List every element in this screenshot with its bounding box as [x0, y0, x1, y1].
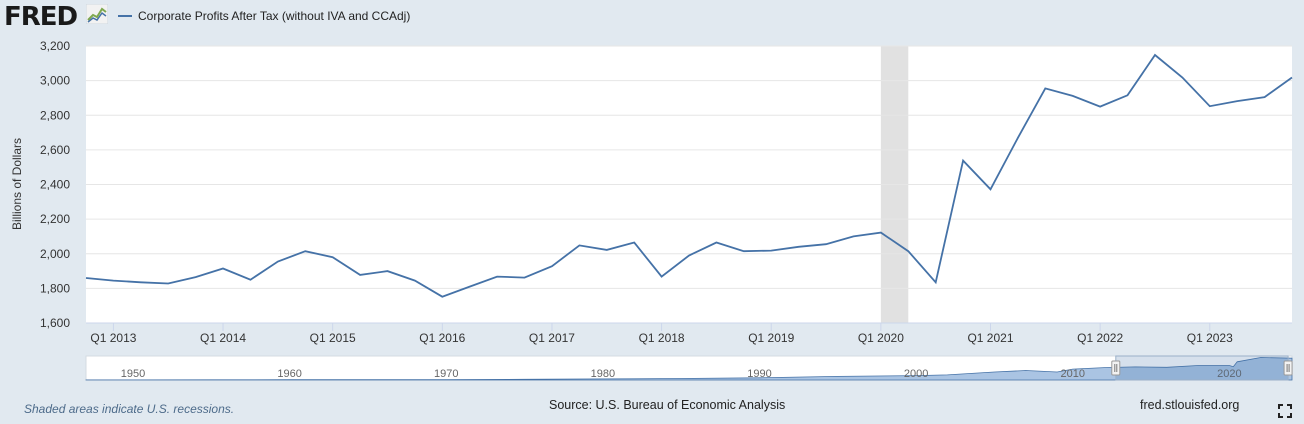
x-tick-label: Q1 2022 — [1077, 331, 1123, 345]
navigator-tick-label: 1950 — [121, 368, 145, 380]
navigator-tick-label: 1960 — [277, 368, 301, 380]
navigator-tick-label: 2010 — [1060, 368, 1084, 380]
fullscreen-icon[interactable] — [1278, 404, 1292, 418]
x-tick-label: Q1 2023 — [1187, 331, 1233, 345]
navigator-left-handle[interactable] — [1111, 360, 1121, 376]
navigator-tick-label: 2020 — [1217, 368, 1241, 380]
x-tick-label: Q1 2013 — [90, 331, 136, 345]
legend-line-swatch — [118, 14, 132, 17]
y-tick-label: 2,400 — [40, 178, 70, 192]
series-legend[interactable]: Corporate Profits After Tax (without IVA… — [118, 9, 410, 23]
x-tick-label: Q1 2019 — [748, 331, 794, 345]
y-tick-label: 2,600 — [40, 143, 70, 157]
y-tick-label: 2,000 — [40, 247, 70, 261]
y-tick-label: 3,200 — [40, 39, 70, 53]
range-navigator[interactable]: 1950 1960 1970 1980 1990 2000 2010 2020 — [85, 355, 1293, 381]
navigator-tick-label: 1990 — [747, 368, 771, 380]
series-line — [85, 53, 1293, 298]
navigator-series-area — [85, 357, 1293, 381]
x-tick-label: Q1 2016 — [419, 331, 465, 345]
x-tick-label: Q1 2015 — [310, 331, 356, 345]
fred-logo[interactable]: FRED — [4, 2, 78, 32]
navigator-selected-range[interactable] — [1115, 355, 1289, 381]
navigator-tick-label: 1980 — [591, 368, 615, 380]
chart-header: FRED Corporate Profits After Tax (withou… — [0, 0, 1304, 36]
y-tick-label: 1,600 — [40, 316, 70, 330]
y-tick-label: 3,000 — [40, 74, 70, 88]
y-tick-label: 1,800 — [40, 281, 70, 295]
navigator-tick-label: 1970 — [434, 368, 458, 380]
source-text: Source: U.S. Bureau of Economic Analysis — [549, 398, 786, 412]
y-tick-label: 2,200 — [40, 212, 70, 226]
fred-url-link[interactable]: fred.stlouisfed.org — [1140, 398, 1240, 412]
x-tick-label: Q1 2017 — [529, 331, 575, 345]
fred-logo-chart-icon — [86, 4, 108, 24]
y-axis-label: Billions of Dollars — [10, 138, 24, 230]
navigator-right-handle[interactable] — [1283, 360, 1293, 376]
x-tick-label: Q1 2021 — [967, 331, 1013, 345]
y-tick-label: 2,800 — [40, 108, 70, 122]
x-tick-label: Q1 2020 — [858, 331, 904, 345]
x-tick-label: Q1 2014 — [200, 331, 246, 345]
x-tick-label: Q1 2018 — [639, 331, 685, 345]
recession-note: Shaded areas indicate U.S. recessions. — [24, 402, 235, 416]
legend-label: Corporate Profits After Tax (without IVA… — [138, 9, 411, 23]
navigator-tick-label: 2000 — [904, 368, 928, 380]
